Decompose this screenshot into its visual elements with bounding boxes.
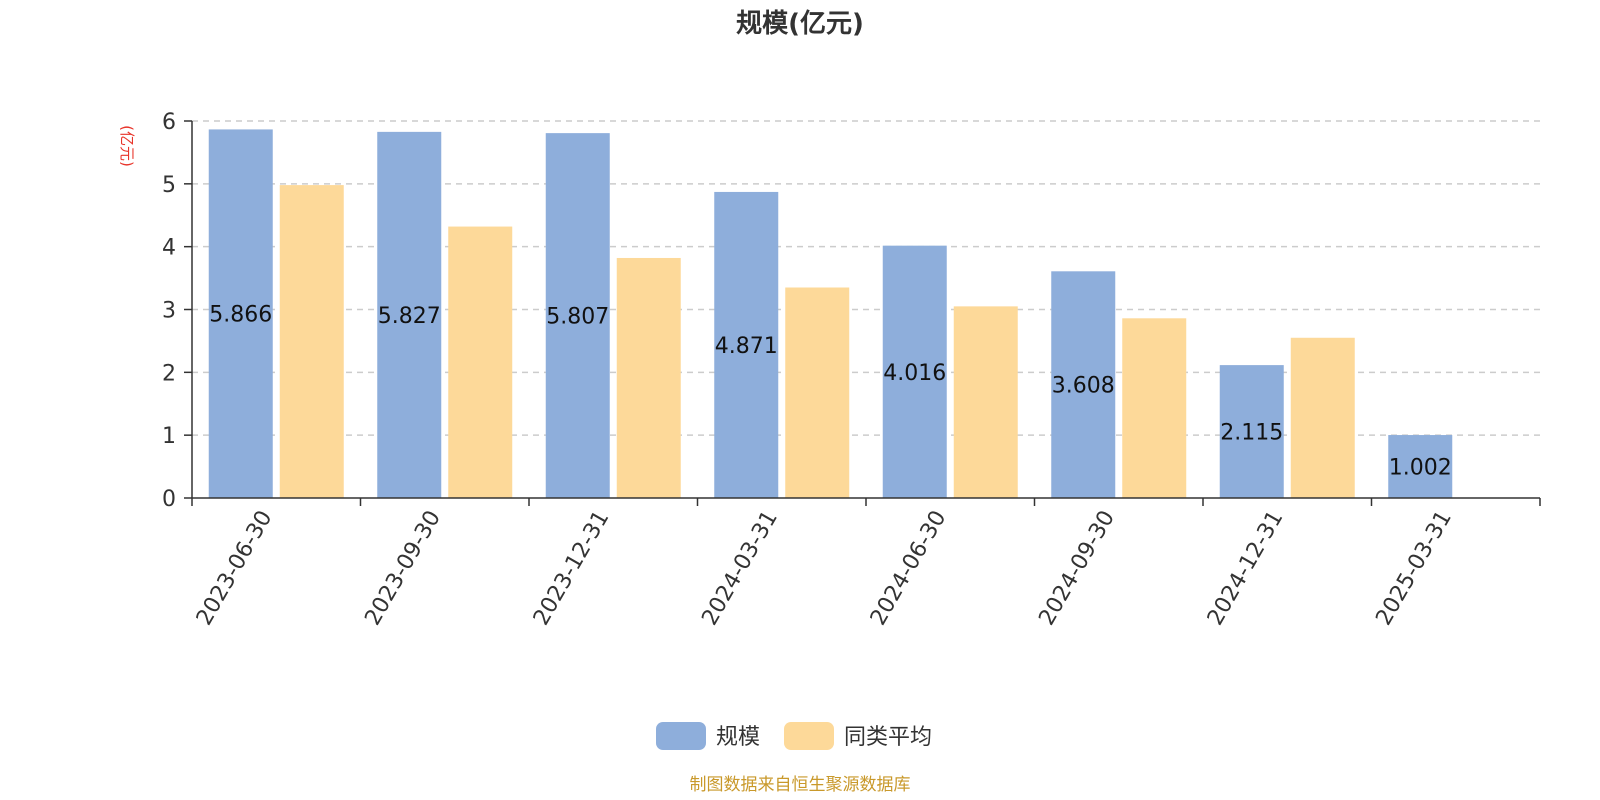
bar-scale [208,129,273,498]
bar-value-label: 1.002 [1389,456,1452,481]
bar-scale [1219,365,1284,498]
bar-peer-average [279,185,344,498]
x-tick-label: 2025-03-31 [1371,507,1457,630]
x-tick-label: 2023-06-30 [192,507,278,630]
bar-scale [882,245,947,498]
y-tick-label: 4 [162,236,176,261]
bar-scale [1051,271,1116,498]
bars: 5.866 5.827 5.807 4.871 4.016 3.608 2.115 1.002 [208,129,1453,498]
bar-peer-average [953,306,1018,498]
bar-value-label: 5.866 [209,303,272,328]
legend-swatch [656,722,706,750]
x-tick-label: 2024-12-31 [1203,507,1289,630]
legend-swatch [784,722,834,750]
bar-peer-average [785,287,850,498]
bar-value-label: 3.608 [1052,374,1115,399]
bar-value-label: 5.807 [546,305,609,330]
y-tick-label: 0 [162,487,176,512]
legend-label: 规模 [716,725,760,750]
x-tick-label: 2023-12-31 [529,507,615,630]
bar-scale [377,131,442,498]
bar-peer-average [1290,337,1355,498]
chart-title: 规模(亿元) [736,9,864,39]
y-tick-label: 1 [162,424,176,449]
y-tick-label: 6 [162,110,176,135]
bar-value-label: 4.871 [715,334,778,359]
y-tick-label: 2 [162,361,176,386]
x-tick-label: 2024-03-31 [697,507,783,630]
legend: 规模 同类平均 [656,722,932,750]
bar-value-label: 5.827 [378,304,441,329]
legend-label: 同类平均 [844,725,932,750]
bar-scale [1388,435,1453,498]
x-tick-label: 2024-09-30 [1034,507,1120,630]
bar-scale [545,133,610,498]
bar-peer-average [616,257,681,498]
bar-peer-average [1122,318,1187,498]
y-tick-label: 3 [162,299,176,324]
y-tick-label: 5 [162,173,176,198]
bar-value-label: 2.115 [1220,421,1283,446]
bar-scale [714,191,779,498]
bar-value-label: 4.016 [883,361,946,386]
y-axis-unit-label: (亿元) [118,125,136,167]
x-tick-label: 2023-09-30 [360,507,446,630]
x-tick-label: 2024-06-30 [866,507,952,630]
bar-peer-average [448,226,513,498]
data-source-note: 制图数据来自恒生聚源数据库 [690,775,911,795]
